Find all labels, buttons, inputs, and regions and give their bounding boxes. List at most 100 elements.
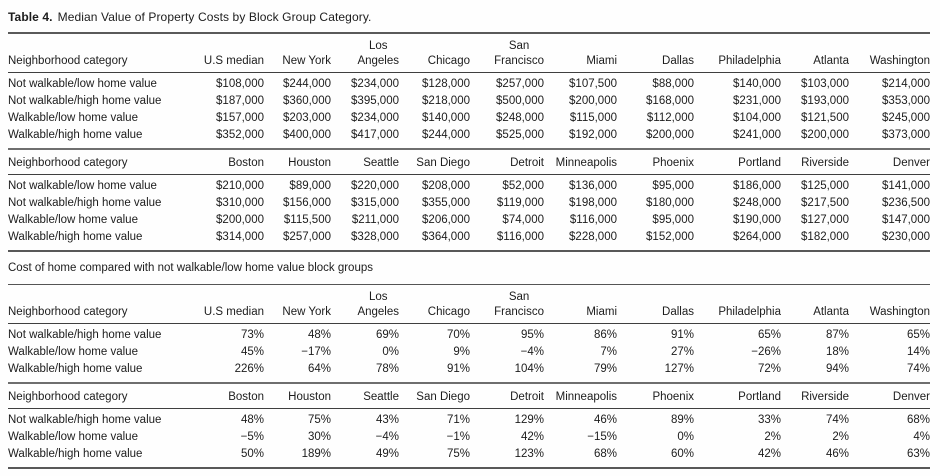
column-header: U.S median bbox=[186, 33, 264, 73]
cell-value: 60% bbox=[670, 448, 694, 460]
table-row: Not walkable/high home value 48% 75% 43% 71%… bbox=[8, 409, 930, 429]
row-label: Not walkable/low home value bbox=[8, 78, 157, 90]
cell-value: $156,000 bbox=[283, 197, 331, 209]
column-header: Phoenix bbox=[617, 383, 694, 409]
column-header: Seattle bbox=[331, 383, 399, 409]
cell-value: $136,000 bbox=[569, 180, 617, 192]
column-header: Detroit bbox=[470, 383, 544, 409]
row-label: Walkable/low home value bbox=[8, 214, 138, 226]
row-label-header: Neighborhood category bbox=[8, 33, 186, 73]
cell-value: $315,000 bbox=[351, 197, 399, 209]
cell-value: $104,000 bbox=[733, 112, 781, 124]
cell-value: $328,000 bbox=[351, 231, 399, 243]
cost-comparison-cities-b: Neighborhood category Boston Houston Seattl… bbox=[8, 382, 930, 469]
cell-value: 65% bbox=[906, 329, 930, 341]
table-row: Not walkable/high home value $310,000 $156… bbox=[8, 195, 930, 212]
column-header: Minneapolis bbox=[544, 383, 617, 409]
cell-value: 49% bbox=[375, 448, 399, 460]
cell-value: $95,000 bbox=[652, 180, 694, 192]
median-values-table-b: Neighborhood category Boston Houston Seattl… bbox=[8, 148, 940, 252]
cell-value: $228,000 bbox=[569, 231, 617, 243]
cell-value: −4% bbox=[375, 431, 399, 443]
cell-value: 30% bbox=[307, 431, 331, 443]
cell-value: 74% bbox=[906, 363, 930, 375]
cell-value: $190,000 bbox=[733, 214, 781, 226]
table-row: Not walkable/low home value $108,000 $244,… bbox=[8, 73, 930, 93]
cell-value: $218,000 bbox=[422, 95, 470, 107]
cost-comparison-table-b: Neighborhood category Boston Houston Seattl… bbox=[8, 382, 940, 469]
cell-value: $264,000 bbox=[733, 231, 781, 243]
cell-value: $152,000 bbox=[646, 231, 694, 243]
cell-value: $128,000 bbox=[422, 78, 470, 90]
cell-value: 46% bbox=[825, 448, 849, 460]
table-row: Not walkable/low home value $210,000 $89,0… bbox=[8, 175, 930, 195]
row-label-header: Neighborhood category bbox=[8, 149, 186, 175]
column-header: Miami bbox=[544, 33, 617, 73]
cell-value: $115,500 bbox=[283, 214, 331, 226]
cell-value: $314,000 bbox=[216, 231, 264, 243]
column-header: Los Angeles bbox=[331, 284, 399, 324]
cell-value: −5% bbox=[240, 431, 264, 443]
cell-value: $400,000 bbox=[283, 129, 331, 141]
cell-value: 74% bbox=[825, 414, 849, 426]
column-header: Boston bbox=[186, 149, 264, 175]
cell-value: $248,000 bbox=[733, 197, 781, 209]
cell-value: $140,000 bbox=[422, 112, 470, 124]
cell-value: 0% bbox=[677, 431, 694, 443]
cell-value: 9% bbox=[453, 346, 470, 358]
cell-value: $210,000 bbox=[216, 180, 264, 192]
row-label: Walkable/low home value bbox=[8, 346, 138, 358]
cell-value: $353,000 bbox=[882, 95, 930, 107]
cell-value: $115,000 bbox=[569, 112, 617, 124]
cell-value: 91% bbox=[670, 329, 694, 341]
cell-value: $248,000 bbox=[496, 112, 544, 124]
row-label: Not walkable/high home value bbox=[8, 197, 162, 209]
row-label: Walkable/low home value bbox=[8, 431, 138, 443]
cost-comparison-cities-a: Neighborhood category U.S median New York L… bbox=[8, 284, 930, 382]
cell-value: $395,000 bbox=[351, 95, 399, 107]
cell-value: 73% bbox=[240, 329, 264, 341]
cell-value: 104% bbox=[514, 363, 544, 375]
cell-value: 95% bbox=[520, 329, 544, 341]
cell-value: $236,500 bbox=[882, 197, 930, 209]
cell-value: $257,000 bbox=[283, 231, 331, 243]
cell-value: 14% bbox=[906, 346, 930, 358]
column-header-text: San Francisco bbox=[494, 40, 544, 67]
cell-value: 129% bbox=[514, 414, 544, 426]
column-header: Chicago bbox=[399, 284, 470, 324]
cell-value: 226% bbox=[234, 363, 264, 375]
cell-value: $241,000 bbox=[733, 129, 781, 141]
cell-value: $217,500 bbox=[801, 197, 849, 209]
cell-value: $244,000 bbox=[283, 78, 331, 90]
cell-value: $360,000 bbox=[283, 95, 331, 107]
column-header: Chicago bbox=[399, 33, 470, 73]
cell-value: 0% bbox=[382, 346, 399, 358]
row-label: Walkable/low home value bbox=[8, 112, 138, 124]
column-header: Dallas bbox=[617, 33, 694, 73]
cell-value: $186,000 bbox=[733, 180, 781, 192]
median-values-cities-b: Neighborhood category Boston Houston Seattl… bbox=[8, 148, 930, 252]
cell-value: $208,000 bbox=[422, 180, 470, 192]
table-row: Walkable/low home value $200,000 $115,500 $… bbox=[8, 212, 930, 229]
cell-value: $257,000 bbox=[496, 78, 544, 90]
cell-value: $168,000 bbox=[646, 95, 694, 107]
table-row: Walkable/high home value $314,000 $257,000… bbox=[8, 229, 930, 252]
column-header: Philadelphia bbox=[694, 284, 781, 324]
column-header: Portland bbox=[694, 383, 781, 409]
cell-value: $157,000 bbox=[216, 112, 264, 124]
cell-value: $230,000 bbox=[882, 231, 930, 243]
cell-value: $192,000 bbox=[569, 129, 617, 141]
cell-value: $373,000 bbox=[882, 129, 930, 141]
cell-value: −4% bbox=[520, 346, 544, 358]
cell-value: $500,000 bbox=[496, 95, 544, 107]
column-header: U.S median bbox=[186, 284, 264, 324]
cell-value: 94% bbox=[825, 363, 849, 375]
cell-value: 42% bbox=[520, 431, 544, 443]
table-row: Walkable/low home value −5% 30% −4% −1% 42% −1… bbox=[8, 429, 930, 446]
column-header: Portland bbox=[694, 149, 781, 175]
cell-value: $206,000 bbox=[422, 214, 470, 226]
cell-value: 50% bbox=[240, 448, 264, 460]
column-header-text: San Francisco bbox=[494, 291, 544, 318]
cell-value: 46% bbox=[593, 414, 617, 426]
